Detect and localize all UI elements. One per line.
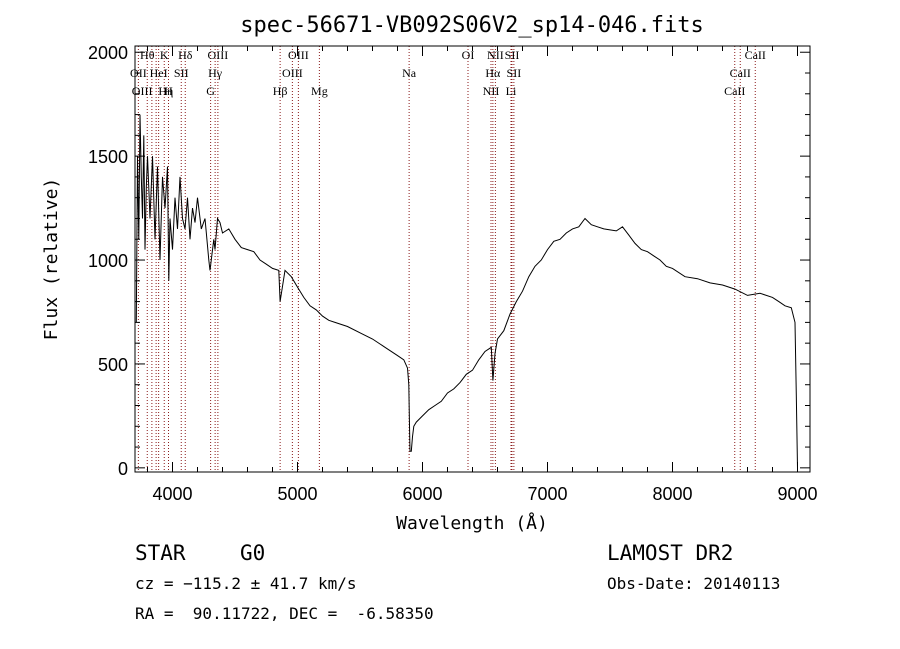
survey-name: LAMOST DR2 xyxy=(607,541,734,565)
x-tick-label: 4000 xyxy=(152,484,192,504)
plot-frame xyxy=(134,45,811,473)
object-class: STAR xyxy=(135,541,186,565)
x-tick-label: 8000 xyxy=(652,484,692,504)
line-marker-label: SII xyxy=(505,48,520,62)
line-marker-label: OIII xyxy=(282,66,303,80)
spectral-line-markers xyxy=(137,46,756,472)
y-tick-label: 1000 xyxy=(88,251,128,271)
line-marker-label: Hα xyxy=(485,66,501,80)
y-tick-label: 0 xyxy=(118,459,128,479)
line-marker-label: SII xyxy=(174,66,189,80)
redshift-value: cz = −115.2 ± 41.7 km/s xyxy=(135,574,357,593)
y-tick-label: 1500 xyxy=(88,147,128,167)
object-subclass: G0 xyxy=(240,541,266,565)
x-tick-label: 7000 xyxy=(527,484,567,504)
obs-date: Obs-Date: 20140113 xyxy=(607,574,781,593)
line-marker-label: SII xyxy=(507,66,522,80)
line-marker-label: HeI xyxy=(150,66,168,80)
y-tick-label: 2000 xyxy=(88,43,128,63)
spectrum-line xyxy=(135,114,798,468)
line-marker-label: G xyxy=(206,84,215,98)
line-marker-label: Hη xyxy=(158,84,173,98)
line-marker-label: CaII xyxy=(724,84,745,98)
line-marker-label: CaII xyxy=(730,66,751,80)
line-marker-label: Mg xyxy=(311,84,328,98)
line-marker-label: Li xyxy=(506,84,517,98)
line-marker-label: Hβ xyxy=(273,84,288,98)
line-marker-label: NII xyxy=(487,48,504,62)
y-axis-label: Flux (relative) xyxy=(41,178,62,341)
x-axis-label: Wavelength (Å) xyxy=(396,512,548,534)
line-marker-label: K xyxy=(160,48,169,62)
line-marker-label: OIII xyxy=(132,84,153,98)
x-tick-label: 5000 xyxy=(277,484,317,504)
line-marker-label: Hδ xyxy=(178,48,193,62)
chart-title: spec-56671-VB092S06V2_sp14-046.fits xyxy=(240,13,704,38)
line-marker-label: H xyxy=(164,84,173,98)
line-marker-label: OI xyxy=(462,48,475,62)
y-tick-label: 500 xyxy=(98,355,128,375)
line-marker-label: Hγ xyxy=(208,66,223,80)
line-marker-label: OIII xyxy=(288,48,309,62)
line-marker-label: Na xyxy=(402,66,417,80)
coordinates: RA = 90.11722, DEC = -6.58350 xyxy=(135,604,434,623)
x-tick-label: 6000 xyxy=(402,484,442,504)
x-axis-ticks: 4000 5000 6000 7000 8000 9000 xyxy=(147,46,818,504)
line-marker-label: CaII xyxy=(745,48,766,62)
line-marker-label: NII xyxy=(483,84,500,98)
y-axis-ticks: 0 500 1000 1500 2000 xyxy=(88,43,810,479)
line-marker-label: OIII xyxy=(208,48,229,62)
x-tick-label: 9000 xyxy=(777,484,817,504)
line-marker-label: Hθ xyxy=(140,48,155,62)
